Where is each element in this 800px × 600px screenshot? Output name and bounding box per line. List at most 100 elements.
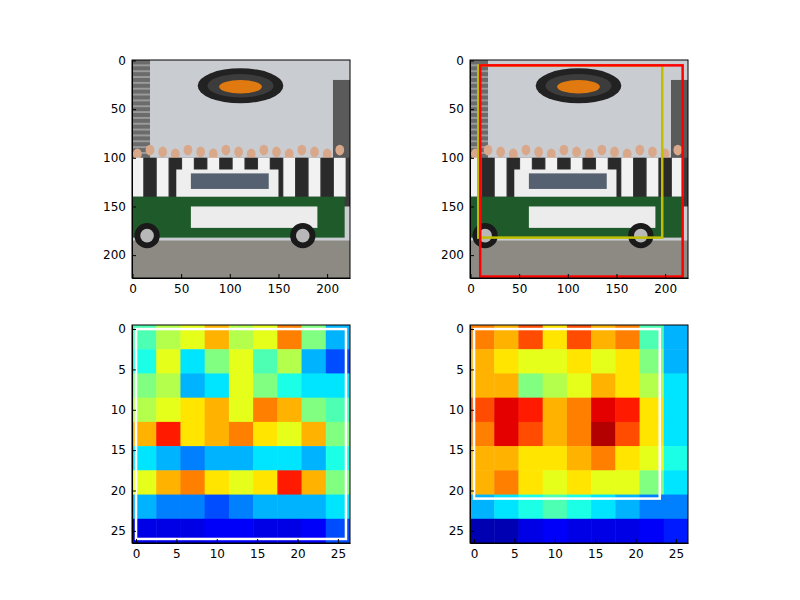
x-axis: 0510152025	[133, 539, 351, 561]
tick-label: 25	[111, 524, 126, 538]
head	[673, 145, 682, 156]
heat-cell	[205, 446, 230, 471]
tick: 200	[316, 274, 339, 296]
frame	[132, 60, 350, 278]
tick: 150	[268, 274, 291, 296]
heat-cell	[253, 373, 278, 398]
tick-mark	[132, 60, 136, 61]
heat-cell	[229, 398, 254, 423]
head	[623, 149, 632, 160]
axis-line	[132, 61, 133, 279]
tick-mark	[338, 539, 339, 543]
tick: 50	[449, 102, 474, 116]
tick: 25	[449, 524, 474, 538]
head	[310, 147, 319, 158]
frame	[470, 325, 688, 543]
tick-label: 150	[606, 282, 629, 296]
heat-cell	[543, 470, 568, 495]
heat-cell	[302, 349, 327, 374]
heat-cell	[205, 495, 230, 520]
tick-mark	[230, 274, 231, 278]
axis-line	[133, 278, 351, 279]
person	[283, 158, 295, 197]
tick-mark	[132, 206, 136, 207]
person	[157, 158, 169, 197]
head	[585, 149, 594, 160]
heat-cell	[229, 422, 254, 447]
heat-cell	[277, 446, 302, 471]
tick-label: 150	[103, 200, 126, 214]
shutter-stripe	[132, 76, 150, 78]
tick-label: 20	[449, 484, 464, 498]
heat-cell	[591, 422, 616, 447]
subplot: 05101520250510152025	[111, 322, 351, 560]
tick: 10	[210, 539, 225, 561]
tick-mark	[217, 539, 218, 543]
tick-label: 0	[129, 282, 137, 296]
tick-label: 150	[441, 200, 464, 214]
car-roof	[514, 169, 616, 199]
tick-mark	[470, 158, 474, 159]
tick: 200	[441, 248, 474, 262]
heat-cell	[494, 519, 519, 543]
heat-cell	[205, 398, 230, 423]
shutter-stripe	[132, 134, 150, 136]
heat-cell	[180, 495, 205, 520]
tick: 10	[449, 403, 474, 417]
tick-mark	[132, 491, 136, 492]
head	[522, 145, 531, 156]
heat-cell	[277, 349, 302, 374]
wheel	[628, 223, 653, 248]
heat-cell	[664, 373, 688, 398]
wall	[470, 60, 688, 245]
shutter-stripe	[132, 99, 150, 101]
tick-label: 150	[268, 282, 291, 296]
shutter-stripe	[132, 111, 150, 113]
heat-cell	[277, 398, 302, 423]
person	[482, 158, 494, 197]
bounding-box	[478, 65, 662, 237]
head	[133, 149, 142, 160]
tick-mark	[257, 539, 258, 543]
heat-cell	[156, 398, 181, 423]
tick: 15	[449, 443, 474, 457]
subplot: 050100150200050100150200	[441, 54, 688, 296]
tick: 50	[111, 102, 136, 116]
axis-line	[132, 326, 133, 544]
heat-cell	[640, 519, 665, 543]
tick-mark	[132, 109, 136, 110]
tick: 0	[118, 54, 136, 68]
heat-cell	[253, 349, 278, 374]
wheel	[472, 223, 497, 248]
heat-cell	[180, 446, 205, 471]
heat-cell	[543, 373, 568, 398]
heat-cell	[156, 349, 181, 374]
tick: 20	[628, 539, 643, 561]
heat-cell	[664, 398, 688, 423]
head	[285, 149, 294, 160]
tick-mark	[676, 539, 677, 543]
tick-label: 100	[219, 282, 242, 296]
heat-cell	[664, 446, 688, 471]
tick-mark	[470, 450, 474, 451]
tick: 25	[669, 539, 684, 561]
tick: 150	[606, 274, 629, 296]
heat-cell	[180, 349, 205, 374]
head	[610, 147, 619, 158]
logo-ring	[545, 74, 611, 97]
heat-cell	[615, 373, 640, 398]
heat-cell	[302, 446, 327, 471]
tick-mark	[132, 450, 136, 451]
heat-cell	[277, 470, 302, 495]
head	[560, 145, 569, 156]
tick-label: 50	[449, 102, 464, 116]
y-axis: 0510152025	[449, 322, 474, 543]
tick-mark	[470, 206, 474, 207]
tick-label: 200	[316, 282, 339, 296]
tick-mark	[616, 274, 617, 278]
shutter-stripe	[132, 82, 150, 84]
head	[335, 145, 344, 156]
heat-cell	[518, 373, 543, 398]
tick-mark	[470, 491, 474, 492]
tick-mark	[470, 369, 474, 370]
